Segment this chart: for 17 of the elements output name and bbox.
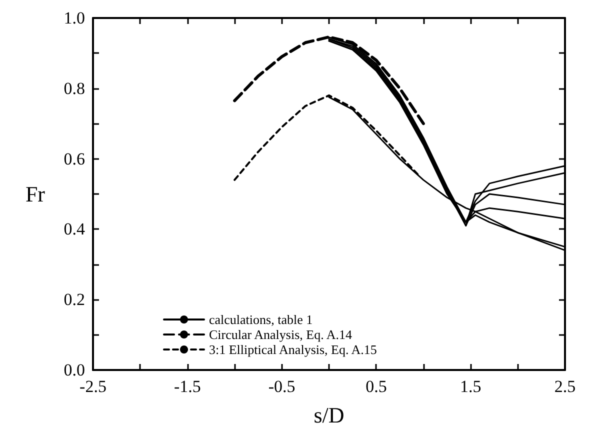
y-tick-label: 0.0 [64,360,85,380]
y-tick-label: 0.4 [64,220,86,239]
y-tick-label: 1.0 [64,8,85,28]
y-tick-label: 0.8 [64,78,85,98]
y-tick-label: 0.6 [64,149,85,168]
x-tick-label: 2.5 [554,377,576,396]
x-tick-label: -2.5 [80,377,106,396]
x-tick-label: 0.5 [366,377,387,396]
x-tick-label: -0.5 [268,377,296,396]
legend-label: 3:1 Elliptical Analysis, Eq. A.15 [209,342,377,357]
legend-label: Circular Analysis, Eq. A.14 [209,327,352,342]
x-axis-title: s/D [314,402,344,428]
y-axis-title: Fr [25,182,46,206]
x-tick-label: 1.5 [460,377,482,396]
x-tick-label: -1.5 [174,377,201,396]
legend-label: calculations, table 1 [209,312,313,327]
y-tick-label: 0.2 [64,290,85,310]
